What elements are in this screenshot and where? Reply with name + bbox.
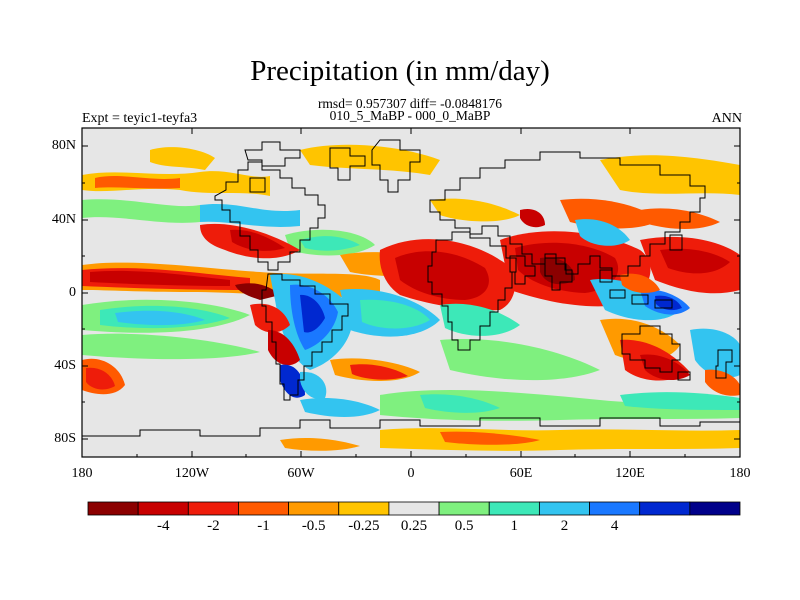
lon-label-120w: 120W	[174, 466, 210, 481]
colorbar-tick-label: 0.25	[400, 518, 428, 534]
colorbar-swatch	[187, 501, 239, 516]
colorbar-swatch	[488, 501, 540, 516]
lat-ticks	[82, 145, 740, 440]
map-title: Precipitation (in mm/day)	[250, 55, 550, 87]
colorbar-swatch	[689, 501, 741, 516]
colorbar-tick-label: -0.5	[301, 518, 326, 534]
colorbar-tick-label: -1	[257, 518, 270, 534]
colorbar-tick-label: -2	[207, 518, 220, 534]
colorbar-swatch	[438, 501, 490, 516]
lon-label-120e: 120E	[615, 466, 645, 481]
lon-label-0: 0	[407, 466, 415, 481]
anomaly-field	[82, 144, 740, 451]
colorbar-tick-label: -0.25	[348, 518, 380, 534]
colorbar	[87, 501, 741, 516]
colorbar-swatch	[388, 501, 440, 516]
colorbar-swatch	[238, 501, 290, 516]
map-subtitle: 010_5_MaBP - 000_0_MaBP	[329, 108, 491, 123]
colorbar-tick-label: -4	[156, 518, 170, 534]
lon-label-180e: 180	[729, 466, 751, 481]
lat-label-80s: 80S	[54, 431, 76, 446]
colorbar-swatch	[589, 501, 641, 516]
colorbar-swatch	[338, 501, 390, 516]
experiment-label: Expt = teyic1-teyfa3	[82, 111, 198, 126]
colorbar-swatch	[538, 501, 590, 516]
season-label: ANN	[711, 111, 742, 126]
colorbar-swatch	[639, 501, 691, 516]
colorbar-tick-label: 4	[610, 518, 619, 534]
colorbar-tick-label: 1	[510, 518, 519, 534]
colorbar-swatch	[87, 501, 139, 516]
lat-label-40s: 40S	[54, 358, 76, 373]
stats-line: rmsd= 0.957307 diff= -0.0848176	[317, 96, 503, 111]
lat-label-80n: 80N	[51, 138, 76, 153]
lat-label-0: 0	[69, 285, 76, 300]
colorbar-swatch	[288, 501, 340, 516]
colorbar-tick-label: 0.5	[454, 518, 474, 534]
lon-label-180w: 180	[71, 466, 93, 481]
lon-ticks	[81, 128, 741, 457]
lat-label-40n: 40N	[51, 212, 76, 227]
colorbar-tick-label: 2	[560, 518, 569, 534]
colorbar-swatch	[137, 501, 189, 516]
lon-label-60w: 60W	[287, 466, 315, 481]
coastlines	[82, 139, 740, 437]
lon-label-60e: 60E	[509, 466, 533, 481]
